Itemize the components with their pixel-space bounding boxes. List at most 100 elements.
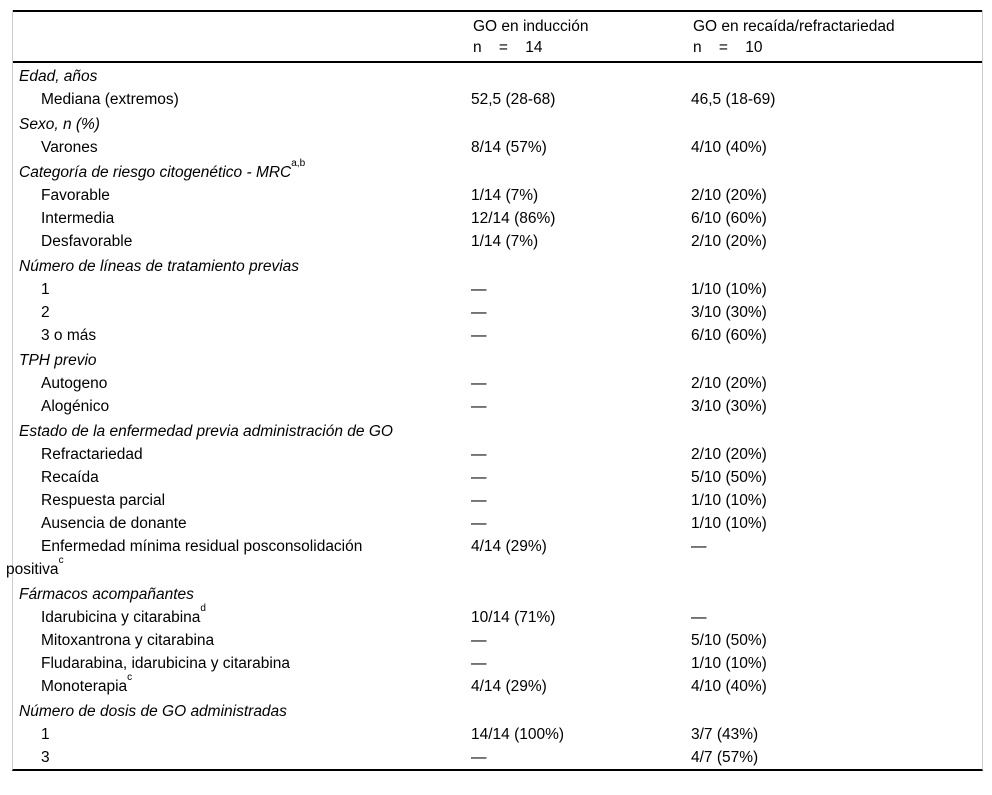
column-title-induction: GO en inducción [473, 18, 589, 35]
row-label-cell: Número de dosis de GO administradas [13, 700, 471, 723]
relapse-value: 46,5 (18-69) [691, 91, 776, 108]
table-row: Respuesta parcial — 1/10 (10%) [13, 489, 982, 512]
relapse-value: 4/7 (57%) [691, 749, 759, 766]
row-label: Alogénico [41, 398, 110, 415]
table-row: Categoría de riesgo citogenético - MRCa,… [13, 157, 982, 184]
induction-value: 4/14 (29%) [471, 678, 547, 695]
row-label: Categoría de riesgo citogenético - MRC [19, 164, 292, 181]
row-label: Refractariedad [41, 446, 143, 463]
row-label-cell: Número de líneas de tratamiento previas [13, 255, 471, 278]
row-label: 1 [41, 281, 50, 298]
induction-value: 8/14 (57%) [471, 139, 547, 156]
induction-value: — [471, 655, 487, 672]
row-label-cell: Desfavorable [13, 230, 471, 253]
row-label-cell: 1 [13, 723, 471, 746]
induction-value: — [471, 327, 487, 344]
induction-value [471, 65, 691, 88]
patient-characteristics-table: GO en inducción n = 14 GO en recaída/ref… [6, 10, 983, 771]
table-row: Alogénico — 3/10 (30%) [13, 395, 982, 418]
induction-value: — [471, 398, 487, 415]
table-row: Varones 8/14 (57%) 4/10 (40%) [13, 136, 982, 159]
table-row: Mediana (extremos) 52,5 (28-68) 46,5 (18… [13, 88, 982, 111]
table-row: Sexo, n (%) [13, 111, 982, 136]
relapse-value: 2/10 (20%) [691, 375, 767, 392]
table-row: Mitoxantrona y citarabina — 5/10 (50%) [13, 629, 982, 652]
induction-value: 1/14 (7%) [471, 233, 539, 250]
induction-value: — [471, 749, 487, 766]
relapse-value: 1/10 (10%) [691, 655, 767, 672]
table-body: Edad, años Mediana (extremos) 52,5 (28-6… [6, 63, 982, 769]
row-label: 1 [41, 726, 50, 743]
induction-value: — [471, 492, 487, 509]
row-label: Enfermedad mínima residual posconsolidac… [6, 538, 363, 578]
induction-value [471, 113, 691, 136]
table-row: Idarubicina y citarabinad 10/14 (71%) — [13, 602, 982, 629]
induction-value: — [471, 375, 487, 392]
table-row: 1 — 1/10 (10%) [13, 278, 982, 301]
table-row: 1 14/14 (100%) 3/7 (43%) [13, 723, 982, 746]
footnote-marker: d [200, 602, 206, 614]
relapse-value: 5/10 (50%) [691, 469, 767, 486]
table-row: Favorable 1/14 (7%) 2/10 (20%) [13, 184, 982, 207]
row-label-cell: Mitoxantrona y citarabina [13, 629, 471, 652]
table-row: 2 — 3/10 (30%) [13, 301, 982, 324]
relapse-value [691, 700, 982, 723]
row-label: Autogeno [41, 375, 108, 392]
induction-value [471, 161, 691, 184]
table-row: Ausencia de donante — 1/10 (10%) [13, 512, 982, 535]
table-row: Edad, años [13, 63, 982, 88]
row-label-cell: Recaída [13, 466, 471, 489]
row-label: Varones [41, 139, 98, 156]
row-label-cell: Alogénico [13, 395, 471, 418]
row-label-cell: Autogeno [13, 372, 471, 395]
table-row: Número de líneas de tratamiento previas [13, 253, 982, 278]
row-label-cell: 1 [13, 278, 471, 301]
relapse-value: 6/10 (60%) [691, 210, 767, 227]
row-label-cell: Intermedia [13, 207, 471, 230]
row-label-cell: Refractariedad [13, 443, 471, 466]
induction-value: — [471, 304, 487, 321]
relapse-value [691, 349, 982, 372]
relapse-value [691, 65, 982, 88]
row-label-cell: Categoría de riesgo citogenético - MRCa,… [13, 157, 471, 184]
row-label-cell: Ausencia de donante [13, 512, 471, 535]
column-n-relapse: n = 10 [693, 39, 763, 56]
row-label: Estado de la enfermedad previa administr… [19, 423, 393, 440]
row-label: Recaída [41, 469, 99, 486]
row-label: Ausencia de donante [41, 515, 187, 532]
relapse-value: 2/10 (20%) [691, 233, 767, 250]
row-label: 3 o más [41, 327, 97, 344]
table-row: Intermedia 12/14 (86%) 6/10 (60%) [13, 207, 982, 230]
relapse-value: 2/10 (20%) [691, 446, 767, 463]
relapse-value [691, 113, 982, 136]
table-row: Desfavorable 1/14 (7%) 2/10 (20%) [13, 230, 982, 253]
table-row: Fármacos acompañantes [13, 581, 982, 606]
relapse-value: 3/10 (30%) [691, 398, 767, 415]
relapse-value [691, 420, 982, 443]
row-label: Respuesta parcial [41, 492, 166, 509]
induction-value: — [471, 446, 487, 463]
induction-value [471, 583, 691, 606]
induction-value [471, 420, 691, 443]
footnote-marker: a,b [291, 157, 306, 169]
relapse-value: 1/10 (10%) [691, 492, 767, 509]
row-label-cell: Fludarabina, idarubicina y citarabina [13, 652, 471, 675]
row-label: Fármacos acompañantes [19, 586, 194, 603]
row-label: Monoterapia [41, 678, 128, 695]
table-row: 3 — 4/7 (57%) [13, 746, 982, 769]
induction-value: — [471, 281, 487, 298]
row-label-cell: Monoterapiac [13, 672, 471, 698]
table-row: Monoterapiac 4/14 (29%) 4/10 (40%) [13, 672, 982, 698]
row-label-cell: 3 [13, 746, 471, 769]
row-label-cell: Varones [13, 136, 471, 159]
table-row: Refractariedad — 2/10 (20%) [13, 443, 982, 466]
relapse-value: 6/10 (60%) [691, 327, 767, 344]
table-row: Número de dosis de GO administradas [13, 698, 982, 723]
header-col-characteristics [13, 17, 471, 57]
relapse-value [691, 255, 982, 278]
row-label-cell: Enfermedad mínima residual posconsolidac… [6, 535, 464, 581]
relapse-value: 4/10 (40%) [691, 678, 767, 695]
induction-value [471, 255, 691, 278]
relapse-value: 1/10 (10%) [691, 281, 767, 298]
induction-value: — [471, 632, 487, 649]
